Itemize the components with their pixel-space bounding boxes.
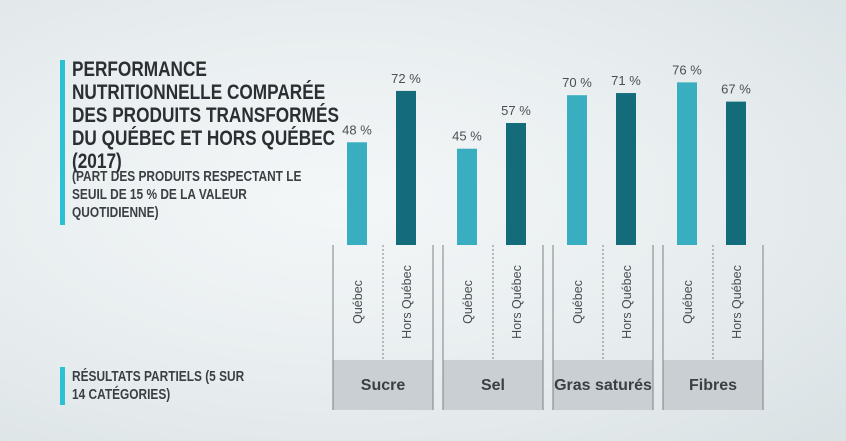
value-label: 57 % — [501, 103, 531, 118]
series-label: Québec — [681, 280, 695, 324]
series-label: Hors Québec — [620, 265, 634, 339]
chart-subtitle: (PART DES PRODUITS RESPECTANT LE SEUIL D… — [72, 169, 302, 221]
series-label: Hors Québec — [400, 265, 414, 339]
value-label: 48 % — [342, 122, 372, 137]
chart-title: PERFORMANCE NUTRITIONNELLE COMPARÉE DES … — [72, 58, 339, 173]
accent-bar — [60, 367, 65, 405]
value-label: 70 % — [562, 75, 592, 90]
value-label: 45 % — [452, 129, 482, 144]
bar — [506, 123, 526, 245]
category-band — [333, 360, 433, 410]
category-label: Sucre — [360, 376, 406, 394]
category-label: Fibres — [688, 376, 737, 394]
bar — [347, 142, 367, 245]
series-label: Québec — [461, 280, 475, 324]
category-label: Sel — [480, 376, 505, 394]
bar — [396, 90, 416, 245]
series-label: Hors Québec — [730, 265, 744, 339]
category-band — [443, 360, 543, 410]
series-label: Québec — [571, 280, 585, 324]
value-label: 67 % — [721, 82, 751, 97]
category-band — [553, 360, 653, 410]
bar — [457, 148, 477, 245]
chart-note: RÉSULTATS PARTIELS (5 SUR 14 CATÉGORIES) — [72, 369, 245, 403]
bar — [616, 93, 636, 245]
bar — [726, 101, 746, 246]
value-label: 71 % — [611, 73, 641, 88]
series-label: Hors Québec — [510, 265, 524, 339]
bar — [677, 82, 697, 245]
bar — [567, 95, 587, 245]
series-label: Québec — [351, 280, 365, 324]
value-label: 72 % — [391, 71, 421, 86]
category-label: Gras saturés — [554, 376, 652, 394]
value-label: 76 % — [672, 62, 702, 77]
category-band — [663, 360, 763, 410]
accent-bar — [60, 60, 65, 225]
